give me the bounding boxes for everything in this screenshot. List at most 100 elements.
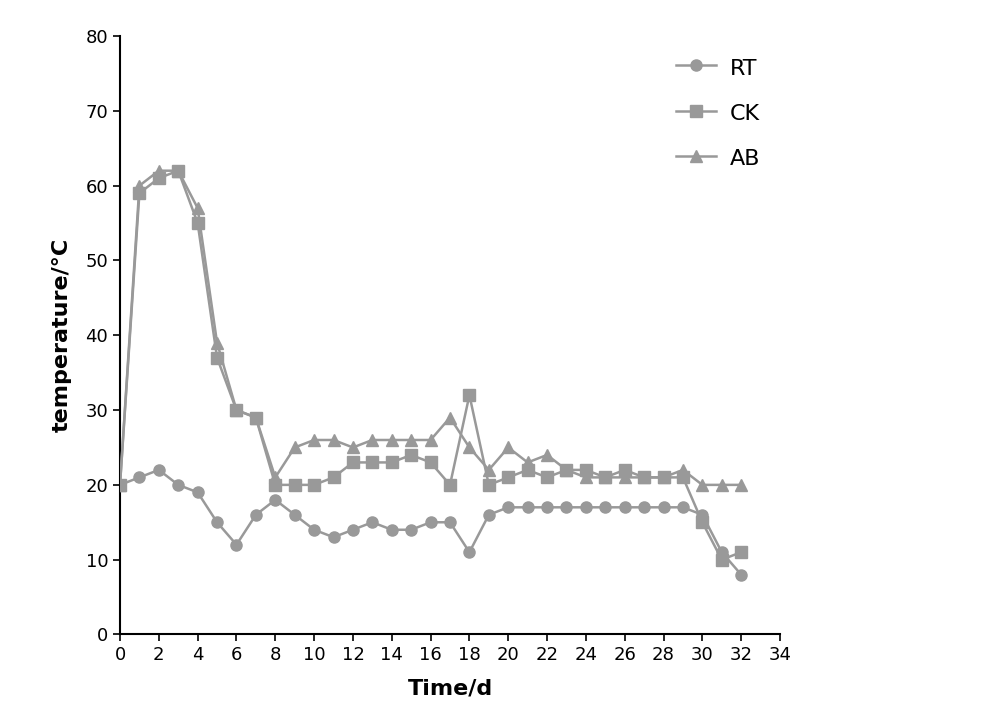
AB [522,458,534,466]
CK [425,458,437,466]
RT [541,503,553,512]
CK [619,466,631,474]
AB [250,413,262,422]
CK [541,473,553,482]
AB [308,435,320,444]
AB [483,466,495,474]
RT [599,503,611,512]
CK [269,480,281,489]
CK [308,480,320,489]
AB [153,167,165,175]
CK [133,189,145,198]
RT [192,488,204,497]
RT [230,541,242,549]
CK [192,218,204,227]
CK [153,174,165,182]
AB [696,480,708,489]
AB [580,473,592,482]
CK [172,167,184,175]
AB [230,406,242,415]
AB [211,338,223,347]
RT [735,570,747,579]
Line: CK: CK [114,165,747,565]
RT [619,503,631,512]
RT [172,480,184,489]
CK [250,413,262,422]
CK [211,353,223,362]
RT [289,510,301,519]
AB [463,443,475,452]
CK [658,473,670,482]
CK [444,480,456,489]
RT [716,548,728,557]
RT [560,503,572,512]
X-axis label: Time/d: Time/d [407,678,493,698]
AB [560,466,572,474]
CK [405,451,417,459]
CK [716,555,728,564]
RT [677,503,689,512]
AB [114,480,126,489]
RT [425,518,437,526]
CK [522,466,534,474]
CK [638,473,650,482]
AB [133,182,145,190]
RT [347,526,359,534]
RT [386,526,398,534]
CK [289,480,301,489]
RT [638,503,650,512]
RT [153,466,165,474]
RT [463,548,475,557]
AB [619,473,631,482]
AB [269,473,281,482]
Y-axis label: temperature/°C: temperature/°C [52,238,72,433]
AB [658,473,670,482]
AB [347,443,359,452]
RT [269,495,281,504]
AB [599,473,611,482]
AB [444,413,456,422]
RT [250,510,262,519]
CK [463,391,475,399]
CK [366,458,378,466]
Line: RT: RT [114,464,747,580]
AB [735,480,747,489]
RT [114,480,126,489]
CK [114,480,126,489]
AB [405,435,417,444]
AB [289,443,301,452]
CK [560,466,572,474]
CK [386,458,398,466]
AB [677,466,689,474]
RT [366,518,378,526]
RT [483,510,495,519]
CK [328,473,340,482]
CK [347,458,359,466]
RT [696,510,708,519]
CK [735,548,747,557]
RT [444,518,456,526]
CK [599,473,611,482]
RT [580,503,592,512]
RT [328,533,340,541]
AB [366,435,378,444]
CK [230,406,242,415]
AB [541,451,553,459]
CK [502,473,514,482]
Legend: RT, CK, AB: RT, CK, AB [667,47,769,178]
AB [425,435,437,444]
AB [386,435,398,444]
RT [522,503,534,512]
AB [192,204,204,213]
AB [502,443,514,452]
RT [308,526,320,534]
RT [211,518,223,526]
AB [172,167,184,175]
RT [502,503,514,512]
AB [328,435,340,444]
CK [580,466,592,474]
AB [716,480,728,489]
RT [133,473,145,482]
RT [405,526,417,534]
Line: AB: AB [114,165,747,490]
